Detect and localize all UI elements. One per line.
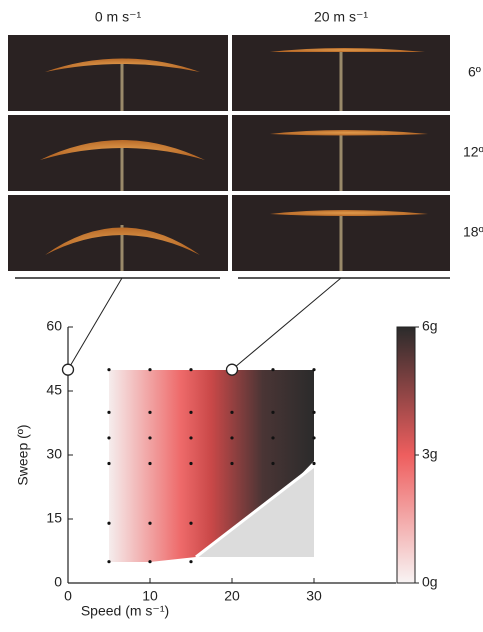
measurement-point [107, 368, 110, 371]
measurement-point [312, 368, 315, 371]
measurement-point [312, 462, 315, 465]
measurement-point [189, 560, 192, 563]
measurement-point [148, 411, 151, 414]
measurement-point [107, 462, 110, 465]
colorbar-tick-label: 6g [422, 318, 438, 334]
measurement-point [271, 436, 274, 439]
column-label: 20 m s⁻¹ [314, 9, 368, 25]
measurement-point [189, 368, 192, 371]
row-label: 12º [463, 144, 483, 160]
measurement-point [271, 368, 274, 371]
measurement-point [189, 411, 192, 414]
measurement-point [189, 462, 192, 465]
measurement-point [107, 436, 110, 439]
figure: 0 m s⁻¹ 20 m s⁻¹ 6º 12º 18º Speed (m s⁻¹… [0, 0, 483, 627]
row-label: 18º [463, 224, 483, 240]
highlighted-point [63, 364, 74, 375]
measurement-point [271, 462, 274, 465]
measurement-point [312, 411, 315, 414]
measurement-point [230, 462, 233, 465]
x-axis-label: Speed (m s⁻¹) [81, 603, 169, 619]
row-label: 6º [468, 64, 481, 80]
x-tick-label: 20 [224, 588, 240, 604]
measurement-point [230, 411, 233, 414]
x-tick-label: 0 [64, 588, 72, 604]
colorbar [397, 327, 415, 583]
leader-line [232, 278, 341, 370]
measurement-point [148, 462, 151, 465]
column-label: 0 m s⁻¹ [95, 9, 142, 25]
colorbar-tick-label: 3g [422, 446, 438, 462]
measurement-point [107, 411, 110, 414]
y-tick-label: 15 [46, 510, 62, 526]
measurement-point [148, 368, 151, 371]
measurement-point [107, 522, 110, 525]
photo-grid [8, 35, 450, 278]
y-tick-label: 60 [46, 318, 62, 334]
highlighted-point [227, 364, 238, 375]
x-tick-label: 10 [142, 588, 158, 604]
measurement-point [107, 560, 110, 563]
measurement-point [312, 436, 315, 439]
measurement-point [189, 522, 192, 525]
measurement-point [230, 436, 233, 439]
measurement-point [148, 560, 151, 563]
colorbar-tick-label: 0g [422, 574, 438, 590]
measurement-point [148, 436, 151, 439]
measurement-point [271, 411, 274, 414]
x-tick-label: 30 [306, 588, 322, 604]
y-axis-label: Sweep (º) [15, 424, 31, 485]
y-tick-label: 0 [54, 574, 62, 590]
leader-line [68, 278, 122, 370]
measurement-point [189, 436, 192, 439]
y-tick-label: 30 [46, 446, 62, 462]
measurement-point [148, 522, 151, 525]
y-tick-label: 45 [46, 382, 62, 398]
